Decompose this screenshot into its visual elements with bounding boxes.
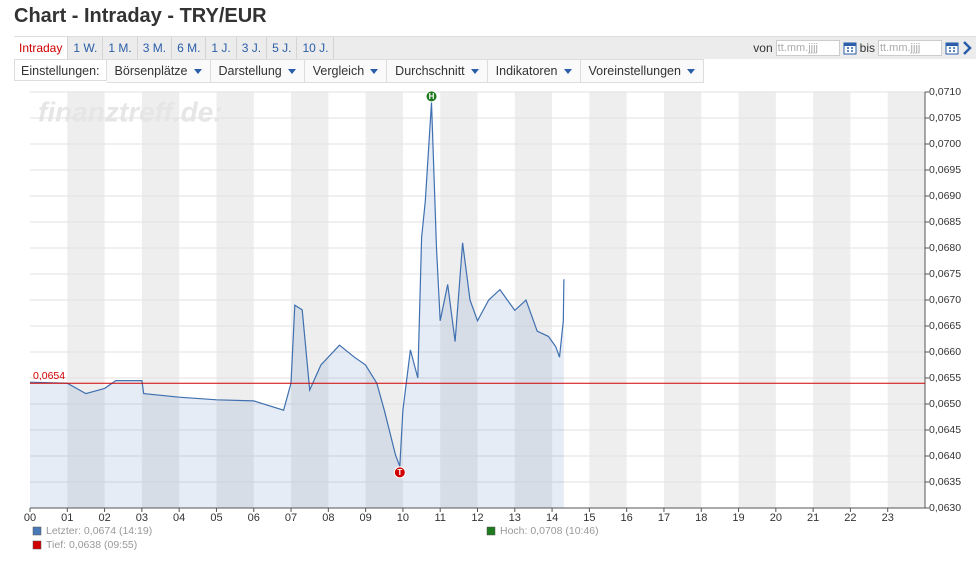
y-tick-label: 0,0700	[929, 138, 961, 150]
legend-swatch	[32, 540, 42, 550]
marker	[425, 90, 438, 103]
tab-bar: Intraday 1 W. 1 M. 3 M. 6 M. 1 J. 3 J. 5 J. 10 J…	[14, 36, 976, 59]
menu-label: Indikatoren	[495, 64, 558, 78]
dropdown-arrow	[287, 69, 296, 75]
settings-menu[interactable]: Vergleich	[304, 59, 388, 83]
y-tick-label: 0,0680	[929, 242, 961, 254]
tab[interactable]: 6 M.	[172, 37, 207, 59]
x-tick-label: 19	[732, 512, 744, 524]
y-tick-label: 0,0685	[929, 216, 961, 228]
legend-text: Hoch: 0,0708 (10:46)	[500, 525, 599, 537]
menu-label: Voreinstellungen	[588, 64, 681, 78]
legend-text: Letzter: 0,0674 (14:19)	[46, 525, 152, 537]
next-arrow[interactable]	[962, 41, 972, 55]
x-tick-label: 08	[322, 512, 334, 524]
y-tick-label: 0,0650	[929, 398, 961, 410]
settings-menu[interactable]: Börsenplätze	[106, 59, 211, 83]
x-tick-label: 15	[583, 512, 595, 524]
legend-text: Tief: 0,0638 (09:55)	[46, 539, 137, 551]
date-range: von tt.mm.jjjj bis tt.mm.jjjj	[753, 37, 972, 59]
y-tick-label: 0,0645	[929, 424, 961, 436]
x-tick-label: 17	[658, 512, 670, 524]
page-title: Chart - Intraday - TRY/EUR	[14, 5, 267, 27]
legend-swatch	[486, 526, 496, 536]
menu-label: Vergleich	[312, 64, 365, 78]
dropdown-arrow	[470, 69, 479, 75]
x-tick-label: 22	[844, 512, 856, 524]
tab[interactable]: 10 J.	[297, 37, 335, 59]
dropdown-arrow	[563, 69, 572, 75]
y-tick-label: 0,0655	[929, 372, 961, 384]
x-tick-label: 03	[136, 512, 148, 524]
x-tick-label: 12	[471, 512, 483, 524]
tab[interactable]: 3 J.	[237, 37, 268, 59]
dropdown-arrow	[686, 69, 695, 75]
watermark: finanztreff.de:	[38, 96, 223, 127]
dropdown-arrow	[193, 69, 202, 75]
area	[30, 102, 564, 509]
dropdown-arrow	[370, 69, 379, 75]
y-tick-label: 0,0670	[929, 294, 961, 306]
x-tick-label: 14	[546, 512, 558, 524]
calendar-icon[interactable]	[843, 41, 857, 55]
x-tick-label: 07	[285, 512, 297, 524]
line	[29, 102, 565, 467]
x-tick-label: 02	[98, 512, 110, 524]
settings-menu[interactable]: Durchschnitt	[387, 59, 488, 83]
y-tick-label: 0,0695	[929, 164, 961, 176]
y-tick-label: 0,0675	[929, 268, 961, 280]
marker-label: H	[429, 92, 435, 101]
legend-swatch	[32, 526, 42, 536]
x-tick-label: 06	[248, 512, 260, 524]
tab[interactable]: 1 J.	[206, 37, 237, 59]
y-tick-label: 0,0710	[929, 86, 961, 98]
settings-label: Einstellungen:	[14, 59, 107, 81]
to-input[interactable]: tt.mm.jjjj	[878, 40, 942, 56]
x-tick-label: 21	[807, 512, 819, 524]
x-tick-label: 09	[360, 512, 372, 524]
x-tick-label: 11	[434, 512, 445, 524]
tab[interactable]: 1 M.	[103, 37, 138, 59]
x-tick-label: 13	[509, 512, 521, 524]
marker-label: T	[397, 468, 402, 477]
y-tick-label: 0,0705	[929, 112, 961, 124]
chart: finanztreff.de: 0,0630 0,0635 0,0640 0,0645 0…	[24, 86, 961, 551]
calendar-icon[interactable]	[945, 41, 959, 55]
x-tick-label: 10	[397, 512, 409, 524]
y-tick-label: 0,0635	[929, 476, 961, 488]
tab[interactable]: 1 W.	[68, 37, 104, 59]
x-tick-label: 18	[695, 512, 707, 524]
settings-menu[interactable]: Darstellung	[210, 59, 305, 83]
x-tick-label: 05	[210, 512, 222, 524]
from-input[interactable]: tt.mm.jjjj	[775, 40, 840, 56]
x-tick-label: 23	[882, 512, 894, 524]
x-tick-label: 20	[770, 512, 782, 524]
reference-label: 0,0654	[33, 370, 65, 382]
x-tick-label: 01	[61, 512, 73, 524]
to-label: bis	[859, 41, 875, 55]
from-label: von	[753, 41, 773, 55]
menu-label: Börsenplätze	[114, 64, 188, 78]
y-tick-label: 0,0630	[929, 502, 961, 514]
x-tick-label: 04	[173, 512, 185, 524]
menu-label: Darstellung	[218, 64, 282, 78]
tab[interactable]: 3 M.	[138, 37, 173, 59]
settings-menu[interactable]: Voreinstellungen	[580, 59, 704, 83]
tab[interactable]: Intraday	[14, 37, 69, 59]
tab[interactable]: 5 J.	[267, 37, 298, 59]
x-tick-label: 16	[621, 512, 633, 524]
y-tick-label: 0,0660	[929, 346, 961, 358]
marker	[393, 466, 406, 479]
menu-label: Durchschnitt	[395, 64, 465, 78]
x-tick-label: 00	[24, 512, 36, 524]
settings-menu[interactable]: Indikatoren	[487, 59, 581, 83]
settings-bar: Einstellungen: Börsenplätze Darstellung Ve…	[14, 59, 704, 83]
y-tick-label: 0,0690	[929, 190, 961, 202]
y-tick-label: 0,0640	[929, 450, 961, 462]
y-tick-label: 0,0665	[929, 320, 961, 332]
